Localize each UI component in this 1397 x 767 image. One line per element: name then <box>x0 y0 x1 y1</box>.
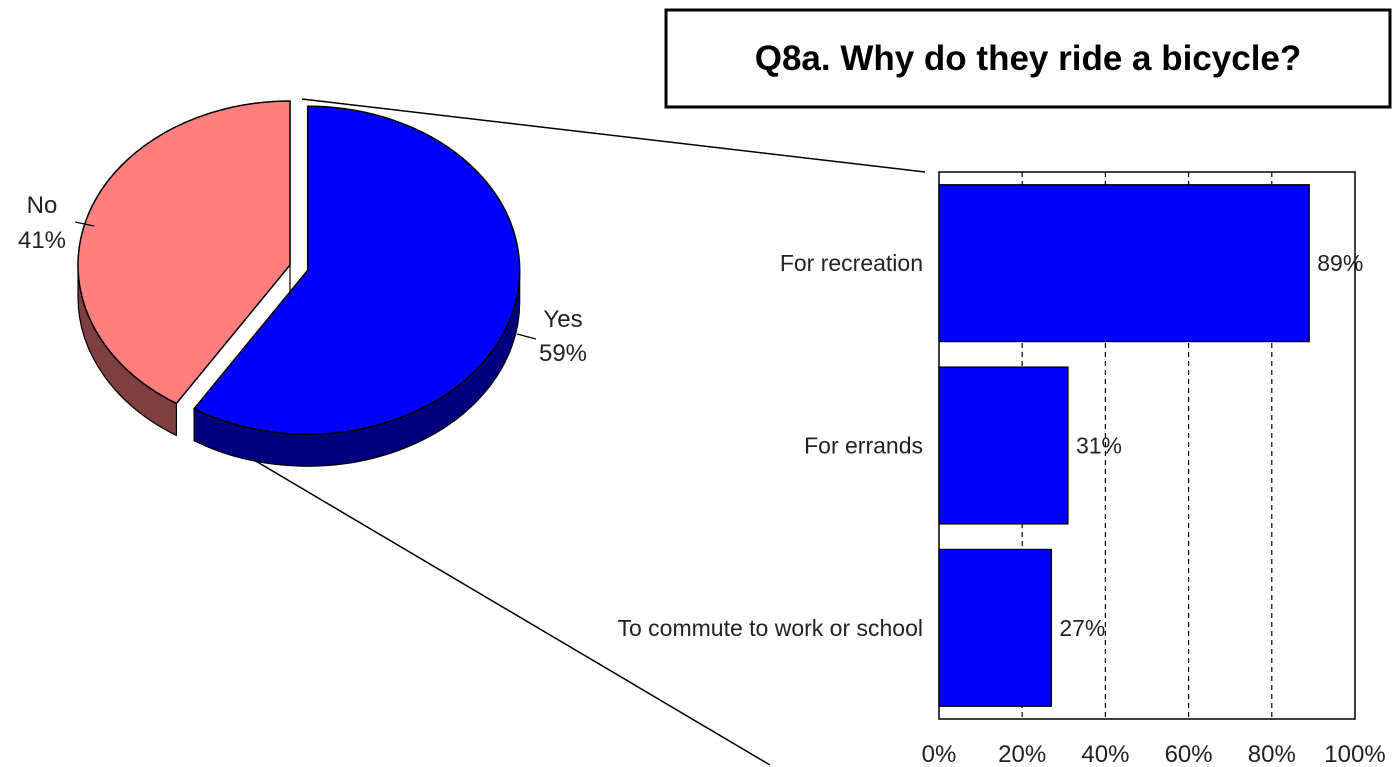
bar-for-errands <box>938 366 1069 525</box>
x-tick-60: 60% <box>1165 741 1213 767</box>
connector-top <box>301 98 926 173</box>
value-label-for-errands: 31% <box>1076 433 1122 459</box>
yes-slice-value: 59% <box>539 340 587 367</box>
chart-title: Q8a. Why do they ride a bicycle? <box>755 39 1302 78</box>
bar-chart: For recreation 89% For errands 31% To commut… <box>617 171 1386 767</box>
value-label-to-commute-to-work-or-school: 27% <box>1059 615 1105 641</box>
bar-for-recreation <box>938 184 1310 343</box>
category-label-to-commute-to-work-or-school: To commute to work or school <box>617 615 923 641</box>
x-tick-80: 80% <box>1248 741 1296 767</box>
no-label-leader <box>74 221 95 227</box>
x-tick-100: 100% <box>1324 741 1385 767</box>
value-label-for-recreation: 89% <box>1317 250 1363 276</box>
no-slice-name: No <box>27 192 58 219</box>
title-frame <box>664 8 1392 109</box>
pie-slice-no <box>77 100 291 405</box>
pie-slice-yes <box>192 105 521 435</box>
x-tick-40: 40% <box>1081 741 1129 767</box>
category-label-for-errands: For errands <box>804 433 923 459</box>
yes-label-leader <box>516 333 537 340</box>
connector-bottom <box>214 436 771 766</box>
title-box: Q8a. Why do they ride a bicycle? <box>664 8 1392 109</box>
x-tick-20: 20% <box>998 741 1046 767</box>
pie-chart <box>77 100 521 467</box>
bar-to-commute-to-work-or-school <box>938 548 1052 707</box>
yes-slice-name: Yes <box>543 306 582 333</box>
pie-labels: No 41% Yes 59% <box>18 192 587 367</box>
x-tick-0: 0% <box>922 741 957 767</box>
category-label-for-recreation: For recreation <box>780 250 923 276</box>
no-slice-value: 41% <box>18 227 66 254</box>
pie-bar-connectors <box>214 98 926 766</box>
